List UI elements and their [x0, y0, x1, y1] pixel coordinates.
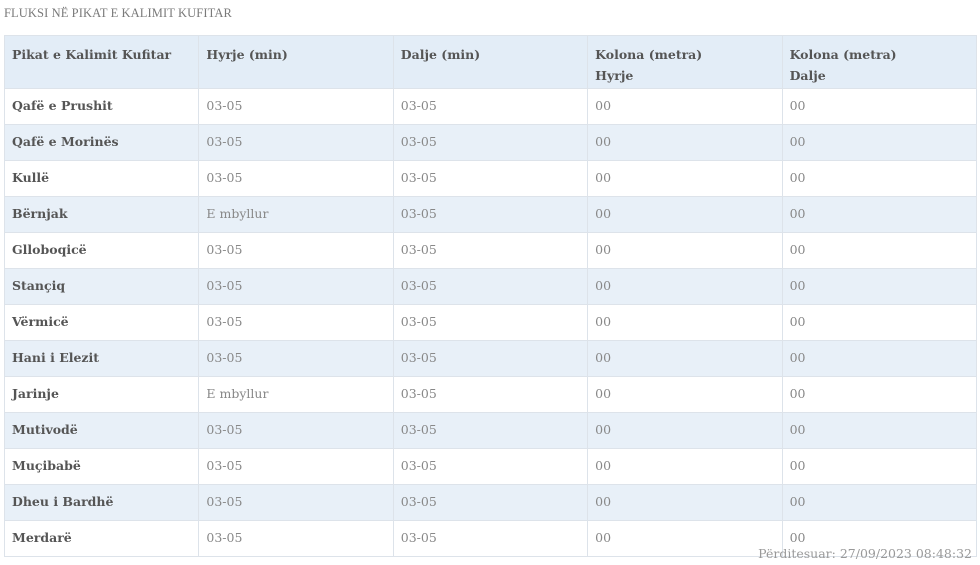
exit-wait-cell: 03-05: [392, 520, 589, 557]
table-row: Kullë 03-05 03-05 00 00: [3, 160, 978, 197]
crossing-point-cell: Muçibabë: [3, 448, 200, 485]
exit-queue-cell: 00: [781, 304, 978, 341]
entry-wait-cell: 03-05: [198, 124, 394, 161]
exit-wait-cell: 03-05: [392, 340, 589, 377]
exit-queue-cell: 00: [781, 160, 978, 197]
header-label: Kolona (metra): [789, 47, 897, 62]
exit-queue-cell: 00: [781, 88, 978, 125]
exit-queue-cell: 00: [781, 412, 978, 449]
crossing-point-cell: Glloboqicë: [3, 232, 200, 269]
exit-queue-cell: 00: [781, 232, 978, 269]
exit-wait-cell: 03-05: [392, 160, 589, 197]
entry-queue-cell: 00: [587, 484, 783, 521]
column-header: Kolona (metra) Dalje: [781, 35, 978, 89]
entry-wait-cell: E mbyllur: [198, 376, 394, 413]
table-row: Vërmicë 03-05 03-05 00 00: [3, 304, 978, 341]
column-header: Kolona (metra) Hyrje: [587, 35, 783, 89]
entry-queue-cell: 00: [587, 268, 783, 305]
crossing-point-cell: Stançiq: [3, 268, 200, 305]
exit-queue-cell: 00: [781, 448, 978, 485]
crossing-point-cell: Vërmicë: [3, 304, 200, 341]
crossing-point-cell: Bërnjak: [3, 196, 200, 233]
last-updated: Përditesuar: 27/09/2023 08:48:32: [758, 546, 972, 561]
exit-wait-cell: 03-05: [392, 88, 589, 125]
entry-wait-cell: 03-05: [198, 268, 394, 305]
crossing-point-cell: Hani i Elezit: [3, 340, 200, 377]
exit-queue-cell: 00: [781, 196, 978, 233]
exit-queue-cell: 00: [781, 268, 978, 305]
exit-wait-cell: 03-05: [392, 412, 589, 449]
entry-wait-cell: 03-05: [198, 340, 394, 377]
table-row: Qafë e Morinës 03-05 03-05 00 00: [3, 124, 978, 161]
exit-queue-cell: 00: [781, 340, 978, 377]
exit-wait-cell: 03-05: [392, 376, 589, 413]
table-row: Merdarë 03-05 03-05 00 00: [3, 520, 978, 557]
crossing-point-cell: Jarinje: [3, 376, 200, 413]
entry-queue-cell: 00: [587, 124, 783, 161]
header-label: Pikat e Kalimit Kufitar: [12, 47, 172, 62]
table-header-row: Pikat e Kalimit Kufitar Hyrje (min) Dalje …: [3, 35, 978, 89]
table-row: Hani i Elezit 03-05 03-05 00 00: [3, 340, 978, 377]
table-row: Bërnjak E mbyllur 03-05 00 00: [3, 196, 978, 233]
table-row: Jarinje E mbyllur 03-05 00 00: [3, 376, 978, 413]
table-row: Stançiq 03-05 03-05 00 00: [3, 268, 978, 305]
border-flux-table: Pikat e Kalimit Kufitar Hyrje (min) Dalje …: [3, 35, 978, 557]
column-header: Pikat e Kalimit Kufitar: [3, 35, 200, 89]
header-label: Kolona (metra): [595, 47, 703, 62]
header-label: Dalje (min): [400, 47, 481, 62]
entry-wait-cell: 03-05: [198, 160, 394, 197]
header-label: Hyrje (min): [206, 47, 288, 62]
crossing-point-cell: Mutivodë: [3, 412, 200, 449]
entry-wait-cell: 03-05: [198, 412, 394, 449]
exit-queue-cell: 00: [781, 484, 978, 521]
entry-queue-cell: 00: [587, 160, 783, 197]
page-title: FLUKSI NË PIKAT E KALIMIT KUFITAR: [4, 6, 232, 20]
entry-queue-cell: 00: [587, 448, 783, 485]
entry-queue-cell: 00: [587, 196, 783, 233]
table-row: Muçibabë 03-05 03-05 00 00: [3, 448, 978, 485]
entry-wait-cell: 03-05: [198, 232, 394, 269]
entry-queue-cell: 00: [587, 340, 783, 377]
entry-queue-cell: 00: [587, 88, 783, 125]
entry-wait-cell: 03-05: [198, 520, 394, 557]
entry-queue-cell: 00: [587, 520, 783, 557]
exit-wait-cell: 03-05: [392, 124, 589, 161]
exit-queue-cell: 00: [781, 376, 978, 413]
table-row: Qafë e Prushit 03-05 03-05 00 00: [3, 88, 978, 125]
exit-queue-cell: 00: [781, 520, 978, 557]
entry-wait-cell: 03-05: [198, 88, 394, 125]
exit-wait-cell: 03-05: [392, 196, 589, 233]
entry-wait-cell: E mbyllur: [198, 196, 394, 233]
header-sublabel: Dalje: [789, 68, 826, 83]
header-sublabel: Hyrje: [595, 68, 634, 83]
entry-queue-cell: 00: [587, 376, 783, 413]
table-row: Mutivodë 03-05 03-05 00 00: [3, 412, 978, 449]
exit-queue-cell: 00: [781, 124, 978, 161]
exit-wait-cell: 03-05: [392, 448, 589, 485]
entry-queue-cell: 00: [587, 304, 783, 341]
column-header: Dalje (min): [392, 35, 589, 89]
crossing-point-cell: Qafë e Prushit: [3, 88, 200, 125]
crossing-point-cell: Dheu i Bardhë: [3, 484, 200, 521]
entry-queue-cell: 00: [587, 232, 783, 269]
entry-wait-cell: 03-05: [198, 448, 394, 485]
table-row: Dheu i Bardhë 03-05 03-05 00 00: [3, 484, 978, 521]
exit-wait-cell: 03-05: [392, 484, 589, 521]
entry-wait-cell: 03-05: [198, 484, 394, 521]
table-row: Glloboqicë 03-05 03-05 00 00: [3, 232, 978, 269]
crossing-point-cell: Kullë: [3, 160, 200, 197]
exit-wait-cell: 03-05: [392, 268, 589, 305]
entry-queue-cell: 00: [587, 412, 783, 449]
entry-wait-cell: 03-05: [198, 304, 394, 341]
column-header: Hyrje (min): [198, 35, 394, 89]
crossing-point-cell: Merdarë: [3, 520, 200, 557]
crossing-point-cell: Qafë e Morinës: [3, 124, 200, 161]
exit-wait-cell: 03-05: [392, 232, 589, 269]
exit-wait-cell: 03-05: [392, 304, 589, 341]
